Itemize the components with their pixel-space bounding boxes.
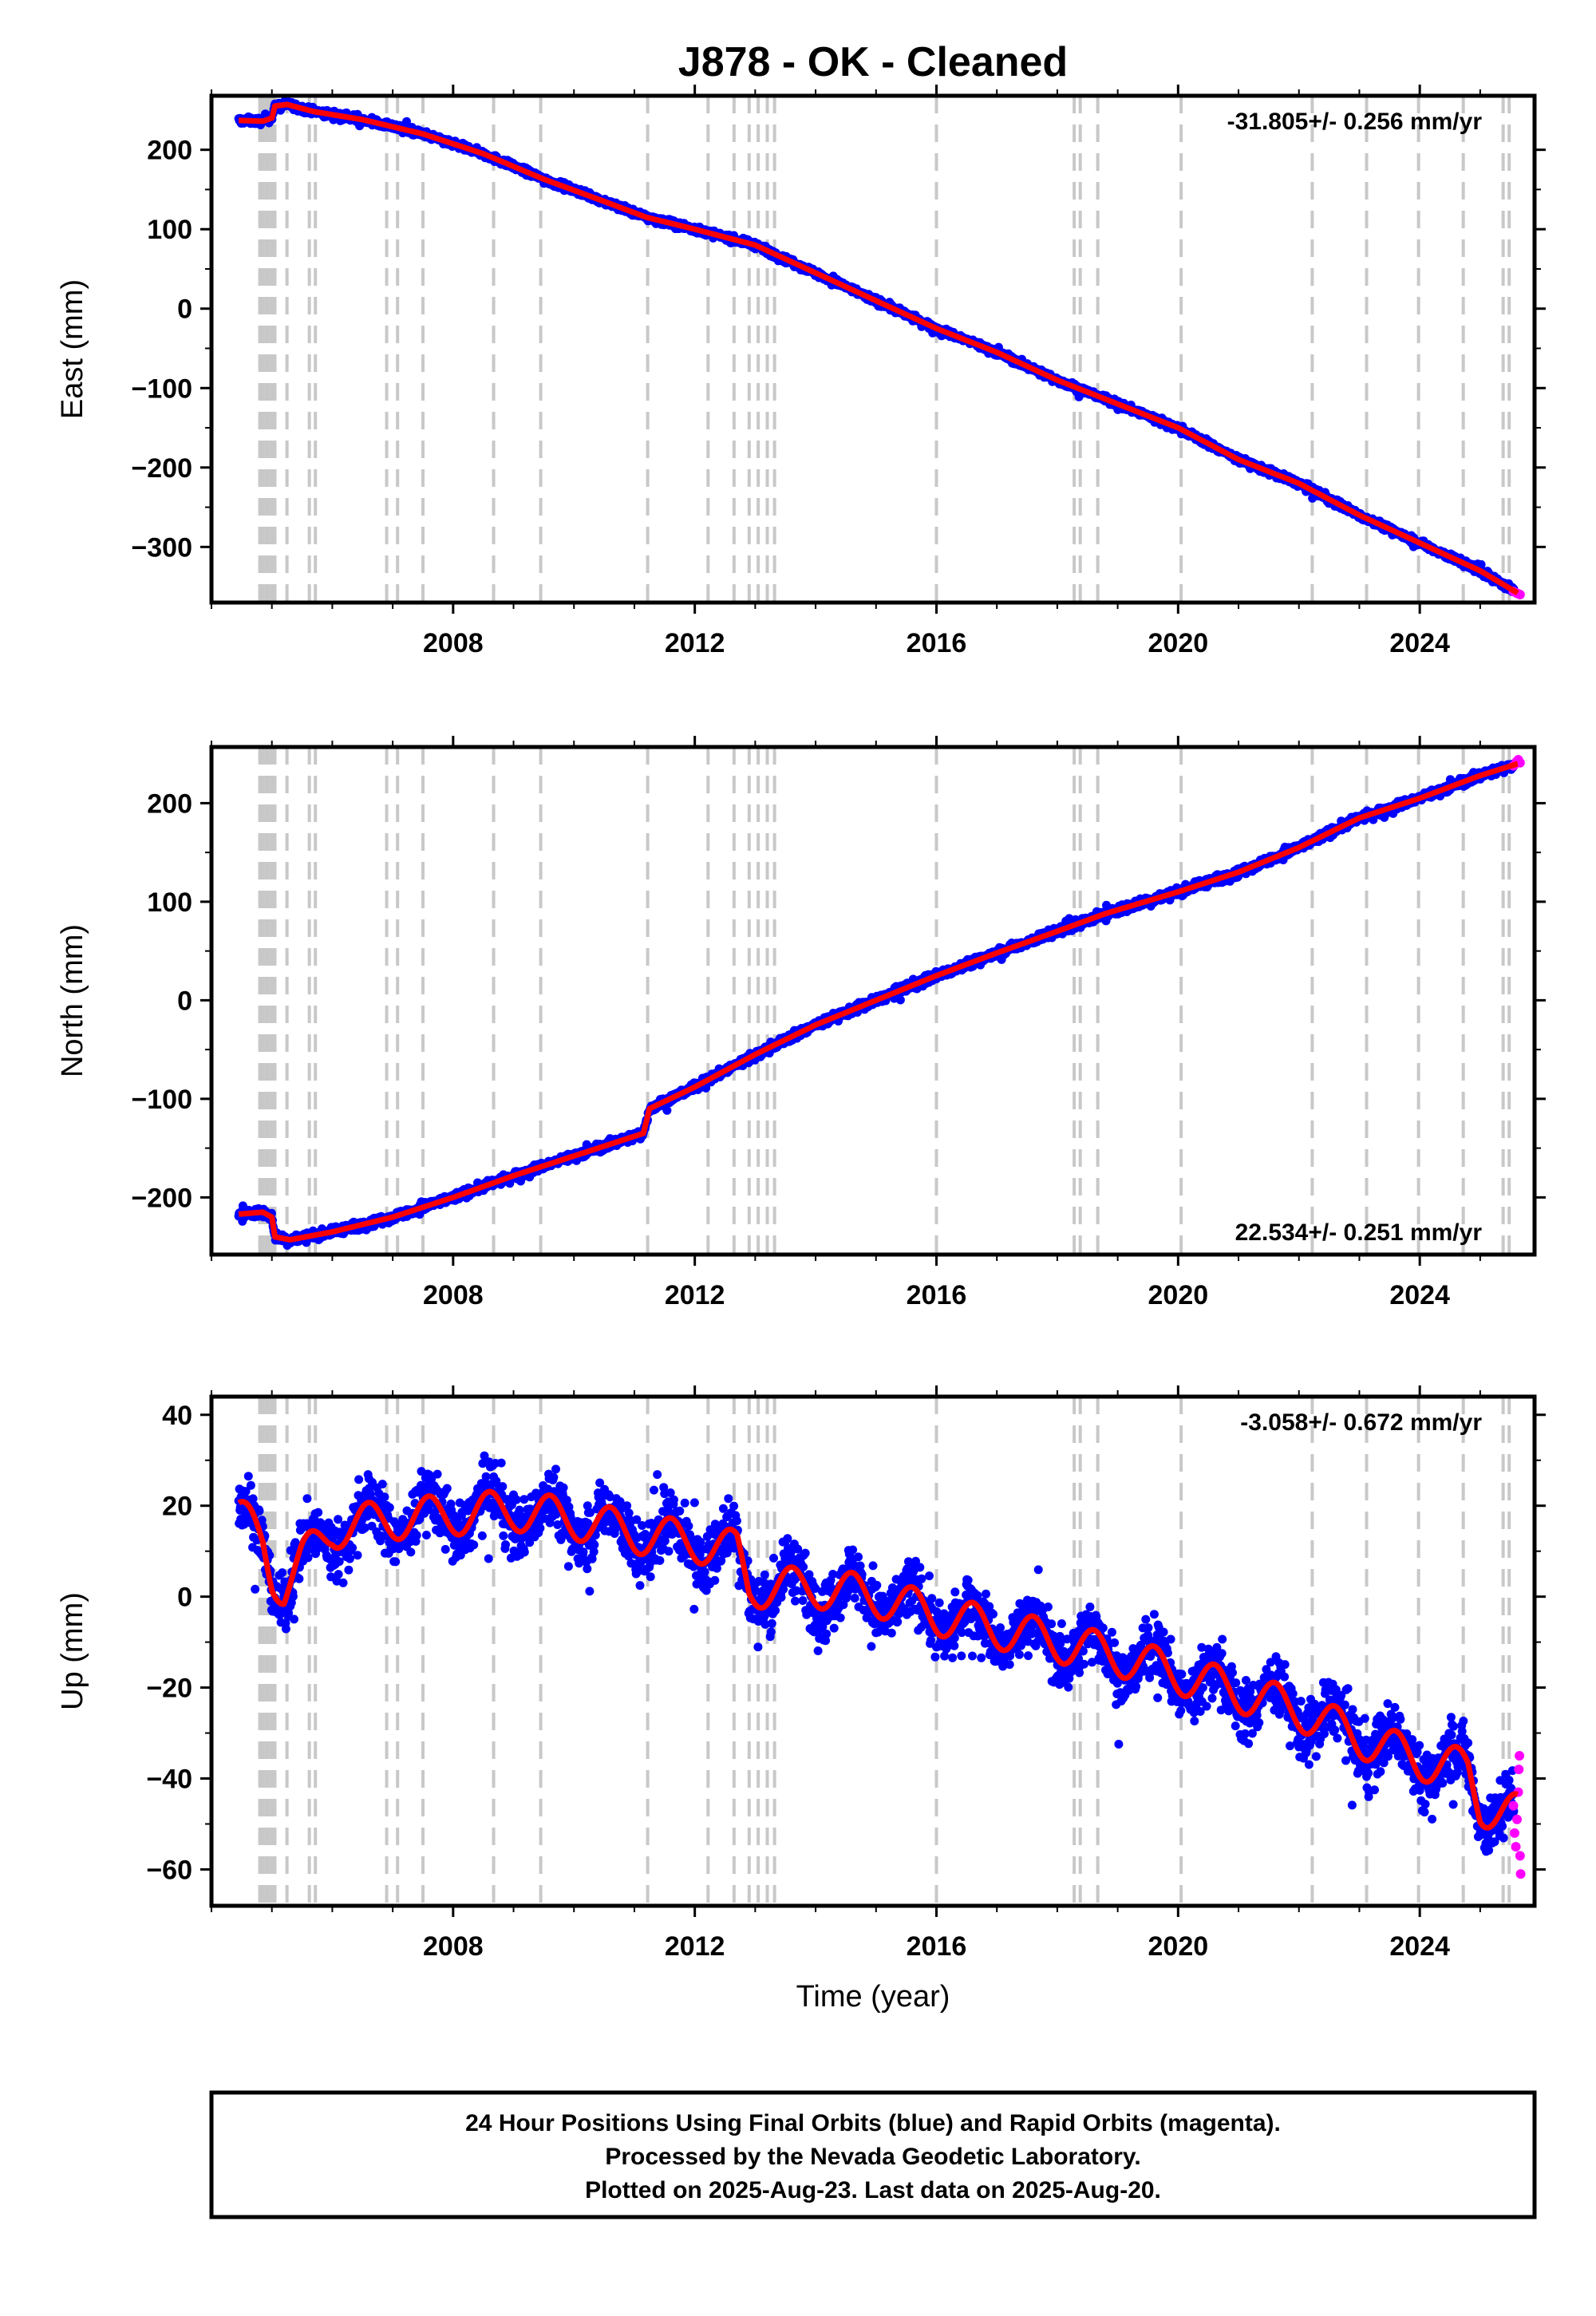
final-orbit-points-east (234, 96, 1519, 596)
rate-label-east: -31.805+/- 0.256 mm/yr (1227, 109, 1483, 135)
y-tick-label: −300 (131, 532, 192, 563)
y-tick-label: −200 (131, 453, 192, 484)
y-tick-label: −100 (131, 373, 192, 404)
final-point (662, 1105, 672, 1115)
y-tick-label: 0 (177, 294, 192, 325)
x-tick-label: 2020 (1148, 628, 1209, 658)
y-tick-label: 100 (147, 215, 192, 245)
y-axis-label-east: East (mm) (56, 279, 89, 419)
panels-group: 200 100 0 −100 −200 −300 2008 2012 2016 2020 2024 E… (56, 85, 1546, 1962)
y-tick-label: 200 (147, 136, 192, 166)
x-tick-label: 2024 (1389, 628, 1450, 658)
x-tick-label: 2008 (423, 628, 484, 658)
chart-title: J878 - OK - Cleaned (678, 39, 1068, 85)
panel-east: 200 100 0 −100 −200 −300 2008 2012 2016 2020 2024 E… (56, 85, 1546, 658)
x-tick-label: 2012 (665, 628, 725, 658)
x-tick-label: 2016 (907, 628, 967, 658)
final-point (895, 995, 905, 1005)
model-line-east (236, 101, 1520, 596)
panel-frame-east (209, 93, 1537, 605)
offset-lines-east (258, 96, 1511, 603)
